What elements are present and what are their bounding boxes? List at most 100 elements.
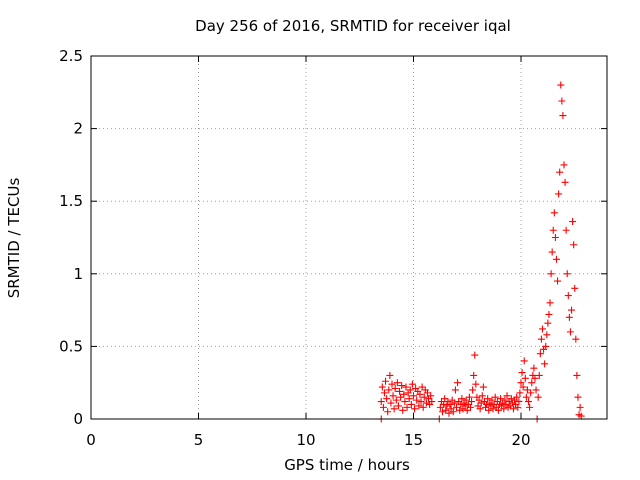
data-point (534, 393, 542, 401)
data-point (520, 357, 528, 365)
chart-title: Day 256 of 2016, SRMTID for receiver iqa… (195, 17, 511, 35)
data-point (468, 398, 476, 406)
data-point (515, 398, 523, 406)
data-point (522, 393, 530, 401)
data-point (463, 406, 471, 414)
data-point (562, 226, 570, 234)
data-point (551, 234, 559, 241)
data-point (440, 400, 448, 408)
data-point (388, 380, 396, 388)
data-point (436, 403, 444, 411)
data-point (410, 392, 417, 400)
data-point (543, 331, 551, 339)
data-point (523, 386, 531, 394)
data-point (442, 406, 450, 414)
data-point (445, 409, 453, 417)
data-point (503, 392, 511, 400)
data-point (500, 405, 508, 413)
data-point (427, 392, 435, 400)
data-point (423, 389, 431, 397)
data-point (417, 398, 425, 406)
data-point (443, 402, 451, 410)
data-point (541, 360, 549, 368)
data-point (550, 209, 558, 217)
data-point (441, 395, 449, 403)
data-point (554, 277, 562, 285)
data-point (501, 396, 509, 404)
data-point (446, 400, 454, 408)
data-point (573, 371, 581, 379)
data-point (454, 379, 462, 387)
data-point (568, 306, 576, 314)
data-point (416, 390, 424, 398)
data-point (544, 319, 552, 327)
data-point (530, 364, 538, 372)
data-point (453, 403, 460, 411)
data-point (526, 403, 534, 411)
data-point (470, 371, 478, 379)
data-point (479, 383, 487, 391)
data-point (560, 161, 568, 169)
data-point (403, 403, 411, 411)
data-point (527, 389, 535, 397)
data-point (494, 406, 502, 414)
y-tick-label: 1.5 (59, 192, 83, 210)
data-point (466, 403, 474, 411)
data-point (531, 374, 539, 382)
data-points (377, 81, 585, 423)
data-point (451, 386, 459, 394)
data-point (428, 398, 436, 406)
data-point (574, 393, 582, 401)
data-point (489, 405, 497, 413)
data-point (399, 406, 407, 414)
data-point (387, 399, 395, 407)
data-point (559, 112, 567, 120)
data-point (406, 386, 414, 394)
data-point (377, 398, 385, 406)
data-point (385, 386, 393, 394)
data-point (561, 178, 569, 186)
data-point (393, 379, 401, 387)
data-point (386, 371, 394, 379)
data-point (569, 218, 577, 226)
data-point (497, 395, 505, 403)
data-point (556, 168, 564, 176)
data-point (449, 408, 457, 416)
grid-layer (91, 56, 607, 419)
data-point (420, 393, 428, 401)
data-point (469, 386, 477, 394)
data-point (422, 399, 430, 407)
data-point (419, 403, 427, 411)
y-tick-label: 0.5 (59, 337, 83, 355)
data-point (390, 405, 398, 413)
data-point (384, 408, 392, 416)
y-tick-label: 2.5 (59, 47, 83, 65)
data-point (389, 392, 397, 400)
data-point (545, 310, 553, 318)
data-point (472, 380, 480, 388)
data-point (418, 383, 426, 391)
data-point (400, 390, 408, 398)
data-point (478, 392, 486, 400)
data-point (536, 350, 544, 358)
data-point (378, 383, 386, 391)
data-point (397, 393, 405, 401)
y-tick-label: 0 (73, 410, 83, 428)
data-point (570, 241, 578, 249)
data-point (552, 255, 560, 263)
data-point (383, 395, 391, 403)
data-point (565, 313, 573, 321)
data-point (439, 408, 447, 416)
data-point (525, 398, 533, 406)
data-point (457, 400, 465, 408)
data-point (461, 402, 469, 410)
data-point (532, 386, 540, 394)
data-point (571, 284, 579, 292)
data-point (462, 396, 470, 404)
data-point (391, 385, 399, 393)
data-point (521, 374, 529, 382)
data-point (471, 351, 479, 359)
x-axis-label: GPS time / hours (284, 456, 410, 474)
data-point (379, 403, 387, 411)
